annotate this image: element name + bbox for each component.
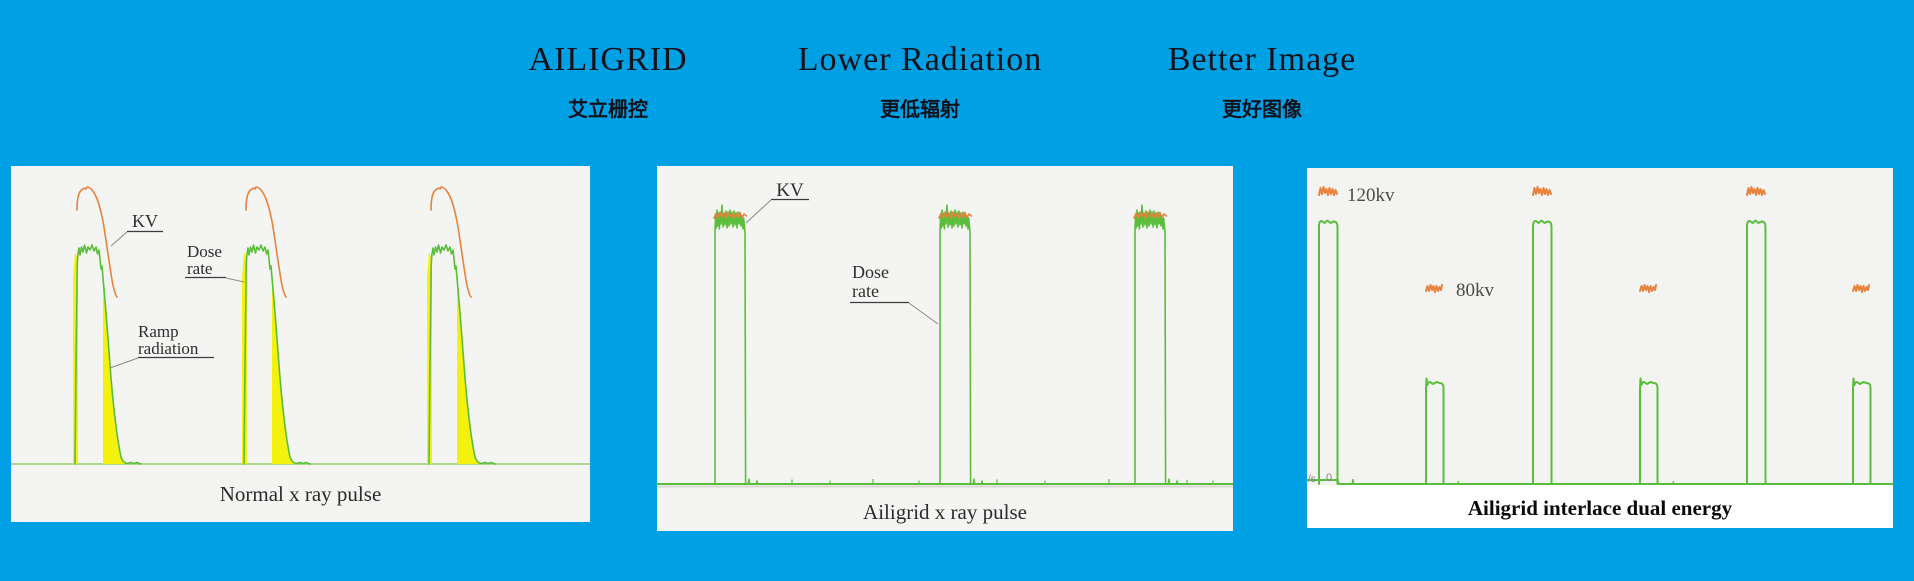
header-item-better-image: Better Image 更好图像 <box>1168 40 1357 120</box>
header-title-ailigrid: AILIGRID <box>528 41 688 78</box>
axis-zero-label: 0 <box>1326 472 1332 484</box>
pulse-group-1 <box>72 186 142 465</box>
panel-normal-xray-pulse: KV Dose rate Ramp radiation Normal x ray… <box>11 166 590 522</box>
header-subtitle-lower-radiation-cn: 更低辐射 <box>880 97 960 121</box>
80kv-marker-1 <box>1425 284 1443 293</box>
pulse-120kv-3 <box>1746 219 1767 485</box>
baseline <box>1307 479 1893 485</box>
header-subtitle-better-image-cn: 更好图像 <box>1222 97 1302 121</box>
baseline-bumps <box>1351 478 1675 485</box>
axis-unit-label: /s <box>1308 474 1316 485</box>
dose-rate-label-line2: rate <box>852 281 879 301</box>
header-title-lower-radiation: Lower Radiation <box>797 41 1043 78</box>
caption-normal-xray-pulse: Normal x ray pulse <box>219 482 382 506</box>
header-item-lower-radiation: Lower Radiation 更低辐射 <box>798 40 1042 120</box>
ramp-radiation-label-line1: Ramp <box>138 322 179 341</box>
80kv-marker-2 <box>1639 284 1657 293</box>
ramp-radiation-label-line2: radiation <box>138 339 199 358</box>
pulse-3 <box>1133 204 1179 485</box>
caption-strip <box>1307 485 1893 528</box>
pulse-80kv-2 <box>1639 377 1659 485</box>
pulse-group-3 <box>426 186 496 465</box>
panel-ailigrid-xray-pulse: KV Dose rate Ailigrid x ray pulse <box>657 166 1233 531</box>
120kv-marker-2 <box>1532 186 1552 196</box>
pulse-1 <box>713 204 759 485</box>
kv-leader-line <box>110 231 128 247</box>
header-subtitle-ailigrid-cn: 艾立栅控 <box>567 97 648 121</box>
header-item-ailigrid: AILIGRID 艾立栅控 <box>528 40 687 120</box>
pulse-120kv-1 <box>1318 219 1339 485</box>
panel-interlace-dual-energy: 120kv 80kv /s 0 Ailigrid interlace dual … <box>1307 168 1893 528</box>
baseline-ticks <box>791 479 1214 484</box>
dose-rate-label-line1: Dose <box>852 262 889 282</box>
120kv-marker-1 <box>1318 186 1338 196</box>
dose-rate-label-line2: rate <box>187 259 212 278</box>
kv-label: KV <box>776 180 804 201</box>
ramp-radiation-leader-line <box>109 357 139 369</box>
normal-xray-pulse-chart: KV Dose rate Ramp radiation <box>11 186 590 465</box>
pulse-group-2 <box>241 186 311 465</box>
80kv-label: 80kv <box>1456 280 1495 301</box>
caption-interlace-dual-energy: Ailigrid interlace dual energy <box>1467 496 1733 520</box>
120kv-marker-3 <box>1746 186 1766 196</box>
pulse-80kv-3 <box>1852 377 1872 485</box>
dose-rate-leader-line <box>908 302 939 325</box>
dose-rate-label-line1: Dose <box>187 242 222 261</box>
pulse-80kv-1 <box>1425 377 1445 485</box>
ailigrid-xray-pulse-chart: KV Dose rate <box>657 180 1233 488</box>
caption-ailigrid-xray-pulse: Ailigrid x ray pulse <box>863 500 1027 524</box>
kv-label: KV <box>132 211 158 231</box>
120kv-label: 120kv <box>1347 185 1395 206</box>
dose-rate-leader-line <box>225 277 245 283</box>
pulse-2 <box>938 204 984 485</box>
kv-leader-line <box>745 199 772 224</box>
pulse-120kv-2 <box>1532 219 1553 485</box>
interlace-dual-energy-chart: 120kv 80kv /s 0 <box>1307 185 1893 528</box>
80kv-marker-3 <box>1852 284 1870 293</box>
header-title-better-image: Better Image <box>1167 41 1357 78</box>
